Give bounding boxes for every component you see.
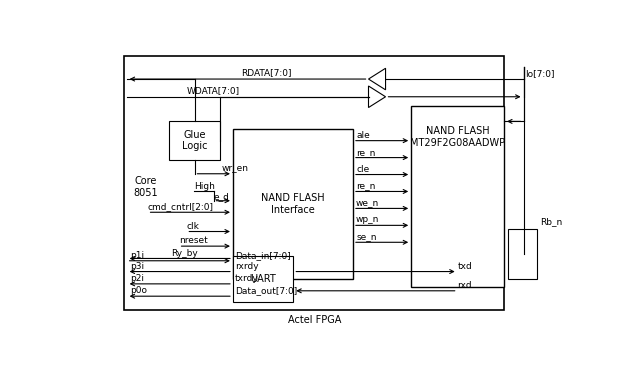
Text: High: High — [194, 182, 215, 191]
Text: e_d: e_d — [214, 192, 229, 201]
Text: Actel FPGA: Actel FPGA — [288, 315, 341, 325]
Text: rxrdy: rxrdy — [235, 262, 259, 271]
Text: p1i: p1i — [131, 251, 145, 260]
Text: nreset: nreset — [179, 236, 207, 245]
Text: p2i: p2i — [131, 274, 145, 283]
Text: re_n: re_n — [356, 182, 376, 191]
Text: clk: clk — [186, 222, 199, 231]
Polygon shape — [368, 68, 386, 90]
Text: Core
8051: Core 8051 — [134, 176, 158, 198]
Text: we_n: we_n — [356, 199, 379, 208]
Text: Io[7:0]: Io[7:0] — [525, 69, 554, 78]
Bar — [411, 106, 504, 287]
Bar — [125, 56, 504, 310]
Polygon shape — [368, 86, 386, 108]
Text: Ry_by: Ry_by — [171, 249, 197, 258]
Text: Glue
Logic: Glue Logic — [182, 130, 207, 151]
Text: UART: UART — [250, 274, 276, 284]
Text: Data_in[7:0]: Data_in[7:0] — [235, 251, 291, 260]
Text: cle: cle — [356, 165, 369, 174]
Bar — [508, 229, 538, 279]
Text: NAND FLASH
Interface: NAND FLASH Interface — [261, 194, 325, 215]
Text: wr_en: wr_en — [221, 163, 248, 172]
Text: se_n: se_n — [356, 232, 376, 241]
Text: ale: ale — [356, 131, 370, 140]
Text: p0o: p0o — [131, 286, 148, 295]
Text: p3i: p3i — [131, 262, 145, 271]
Bar — [169, 121, 220, 160]
Text: RDATA[7:0]: RDATA[7:0] — [240, 68, 291, 77]
Text: txd: txd — [458, 262, 472, 271]
Text: Data_out[7:0]: Data_out[7:0] — [235, 286, 297, 295]
Text: rxd: rxd — [458, 281, 472, 290]
Text: Rb_n: Rb_n — [540, 217, 562, 226]
Bar — [233, 256, 293, 302]
Text: txrdy: txrdy — [235, 274, 259, 283]
Text: cmd_cntrl[2:0]: cmd_cntrl[2:0] — [148, 202, 214, 211]
Text: WDATA[7:0]: WDATA[7:0] — [186, 86, 239, 95]
Bar — [233, 129, 353, 279]
Text: re_n: re_n — [356, 148, 376, 157]
Text: wp_n: wp_n — [356, 215, 379, 225]
Text: NAND FLASH
MT29F2G08AADWP: NAND FLASH MT29F2G08AADWP — [410, 126, 505, 148]
